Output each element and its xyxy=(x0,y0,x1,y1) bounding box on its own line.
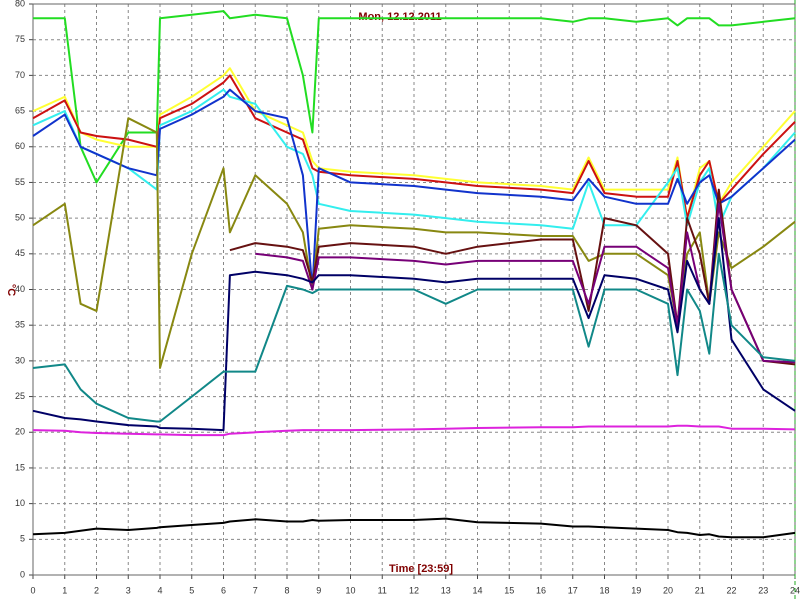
y-tick-label: 70 xyxy=(15,70,25,80)
x-tick-label: 13 xyxy=(441,585,451,595)
y-tick-label: 0 xyxy=(20,569,25,579)
x-tick-label: 8 xyxy=(284,585,289,595)
y-tick-label: 55 xyxy=(15,177,25,187)
y-tick-label: 80 xyxy=(15,0,25,8)
y-tick-label: 10 xyxy=(15,498,25,508)
series-line xyxy=(33,10,796,184)
y-tick-label: 75 xyxy=(15,34,25,44)
x-tick-label: 1 xyxy=(62,585,67,595)
x-tick-label: 10 xyxy=(345,585,355,595)
y-tick-label: 5 xyxy=(20,534,25,544)
x-tick-label: 12 xyxy=(409,585,419,595)
y-tick-label: 40 xyxy=(15,284,25,294)
x-tick-label: 9 xyxy=(316,585,321,595)
x-tick-label: 17 xyxy=(568,585,578,595)
y-tick-label: 45 xyxy=(15,248,25,258)
x-tick-label: 2 xyxy=(94,585,99,595)
x-tick-label: 19 xyxy=(631,585,641,595)
x-tick-label: 16 xyxy=(536,585,546,595)
x-tick-label: 15 xyxy=(504,585,514,595)
series-line xyxy=(32,517,796,539)
x-tick-label: 3 xyxy=(126,585,131,595)
y-tick-label: 35 xyxy=(15,320,25,330)
x-tick-label: 4 xyxy=(157,585,162,595)
y-tick-label: 20 xyxy=(15,427,25,437)
x-tick-label: 22 xyxy=(726,585,736,595)
x-tick-label: 20 xyxy=(663,585,673,595)
x-tick-label: 5 xyxy=(189,585,194,595)
y-tick-label: 15 xyxy=(15,462,25,472)
y-tick-label: 65 xyxy=(15,105,25,115)
series-line xyxy=(32,217,796,432)
x-axis-label: Time [23:59] xyxy=(389,563,453,575)
x-tick-label: 21 xyxy=(695,585,705,595)
x-tick-label: 18 xyxy=(599,585,609,595)
x-tick-label: 23 xyxy=(758,585,768,595)
x-tick-label: 7 xyxy=(253,585,258,595)
chart-title: Mon, 12.12.2011 xyxy=(358,11,441,23)
series-line xyxy=(32,424,796,437)
x-tick-label: 11 xyxy=(378,585,387,595)
series-line xyxy=(32,252,796,423)
y-tick-label: 50 xyxy=(15,213,25,223)
y-tick-label: 60 xyxy=(15,141,25,151)
y-tick-label: 30 xyxy=(15,355,25,365)
x-tick-label: 14 xyxy=(472,585,482,595)
y-axis-label: °C xyxy=(5,284,17,296)
y-tick-label: 25 xyxy=(15,391,25,401)
x-tick-label: 6 xyxy=(221,585,226,595)
x-tick-label: 0 xyxy=(30,585,35,595)
